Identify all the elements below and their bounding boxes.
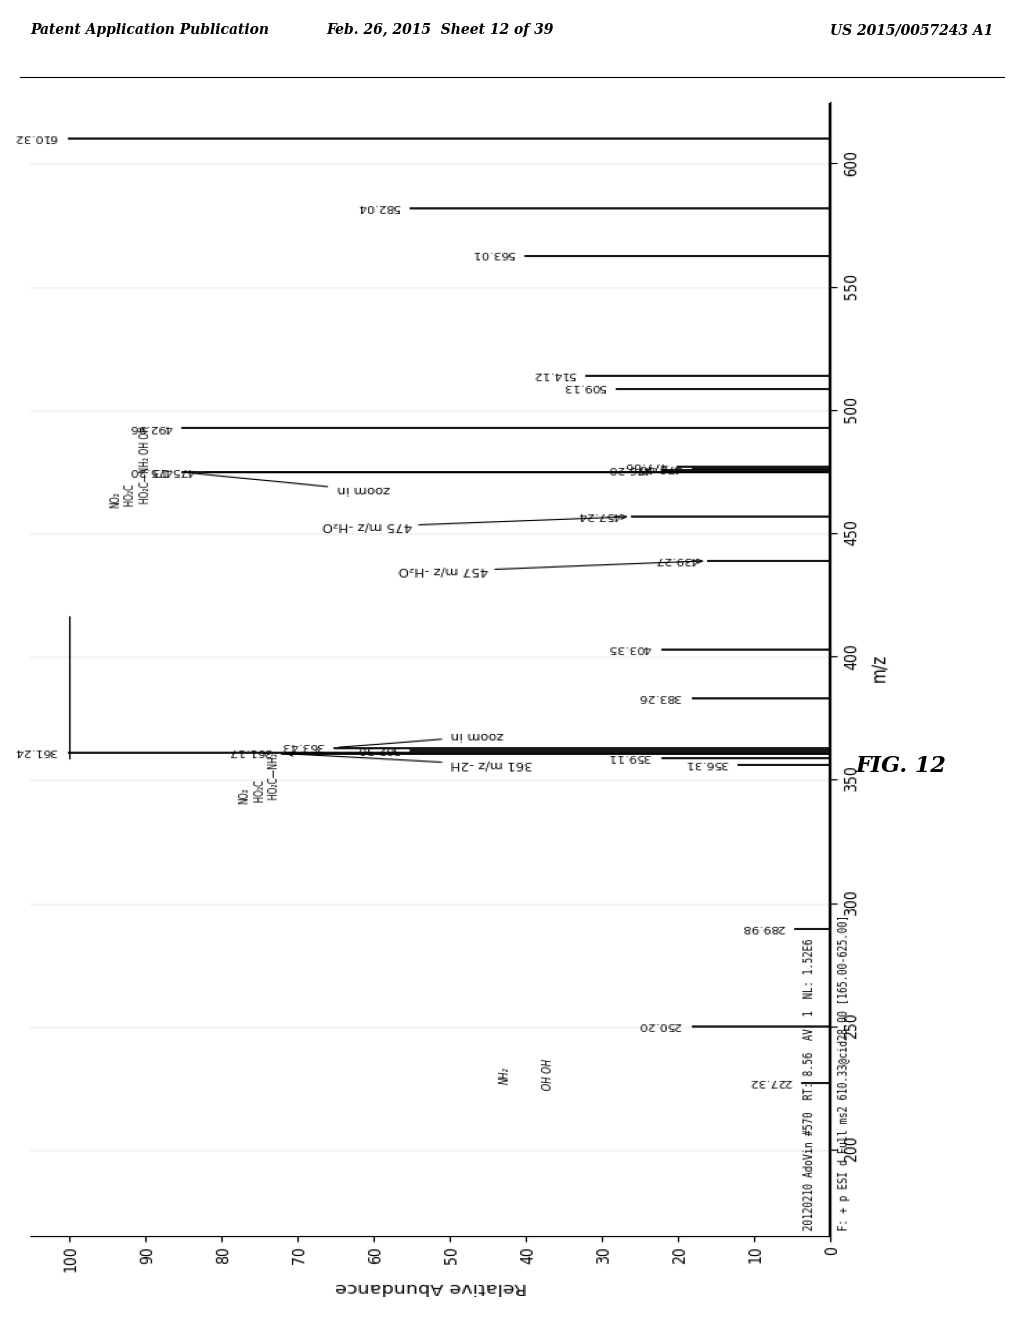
Text: Feb. 26, 2015  Sheet 12 of 39: Feb. 26, 2015 Sheet 12 of 39 [327, 22, 554, 37]
Text: US 2015/0057243 A1: US 2015/0057243 A1 [830, 22, 993, 37]
Text: Patent Application Publication: Patent Application Publication [31, 22, 269, 37]
Text: FIG. 12: FIG. 12 [856, 755, 946, 776]
